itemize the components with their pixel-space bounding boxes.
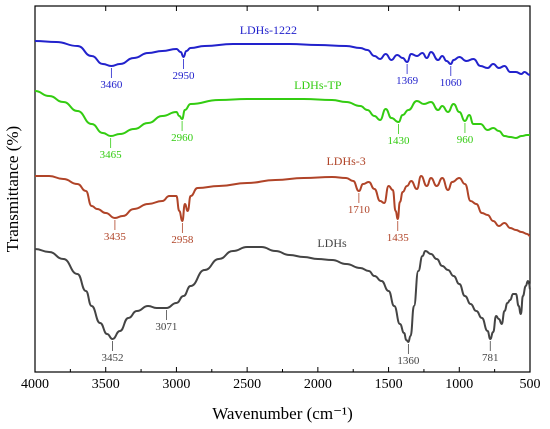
peak-label: 3460 — [100, 79, 123, 91]
series-name-label: LDHs — [317, 236, 347, 250]
x-tick-label: 3000 — [162, 377, 190, 392]
peak-label: 2950 — [173, 70, 196, 82]
series-name-label: LDHs-3 — [326, 154, 365, 168]
x-tick-label: 500 — [520, 377, 541, 392]
peak-label: 960 — [457, 134, 474, 146]
y-axis-title: Transmittance (%) — [3, 126, 22, 252]
peak-label: 2958 — [171, 234, 194, 246]
x-tick-label: 2500 — [233, 377, 261, 392]
series-line-ldhs-1222 — [34, 40, 531, 76]
peak-label: 3071 — [155, 321, 177, 333]
peak-label: 1435 — [387, 232, 410, 244]
series-line-ldhs — [34, 246, 531, 344]
x-axis-title: Wavenumber (cm⁻¹) — [212, 404, 353, 423]
peak-label: 3435 — [104, 231, 127, 243]
x-tick-label: 1500 — [375, 377, 403, 392]
peak-label: 1369 — [396, 75, 419, 87]
x-tick-label: 3500 — [92, 377, 120, 392]
series-line-ldhs-tp — [34, 90, 530, 140]
peak-label: 2960 — [171, 132, 194, 144]
x-tick-label: 4000 — [21, 377, 49, 392]
peak-label: 1430 — [387, 135, 410, 147]
x-tick-label: 1000 — [445, 377, 473, 392]
peak-label: 1710 — [348, 204, 371, 216]
series-name-label: LDHs-1222 — [240, 23, 297, 37]
plot-area: 4000 3500 3000 2500 2000 1500 1000 500 LDHs-1222… — [21, 5, 541, 392]
peak-label: 1060 — [440, 77, 463, 89]
peak-label: 1360 — [397, 355, 420, 367]
series-line-ldhs-3 — [34, 174, 531, 237]
peak-label: 3452 — [102, 352, 124, 364]
peak-label: 3465 — [100, 149, 123, 161]
x-tick-label: 2000 — [304, 377, 332, 392]
series-name-label: LDHs-TP — [294, 78, 342, 92]
peak-label: 781 — [482, 352, 499, 364]
plot-frame — [34, 5, 531, 373]
